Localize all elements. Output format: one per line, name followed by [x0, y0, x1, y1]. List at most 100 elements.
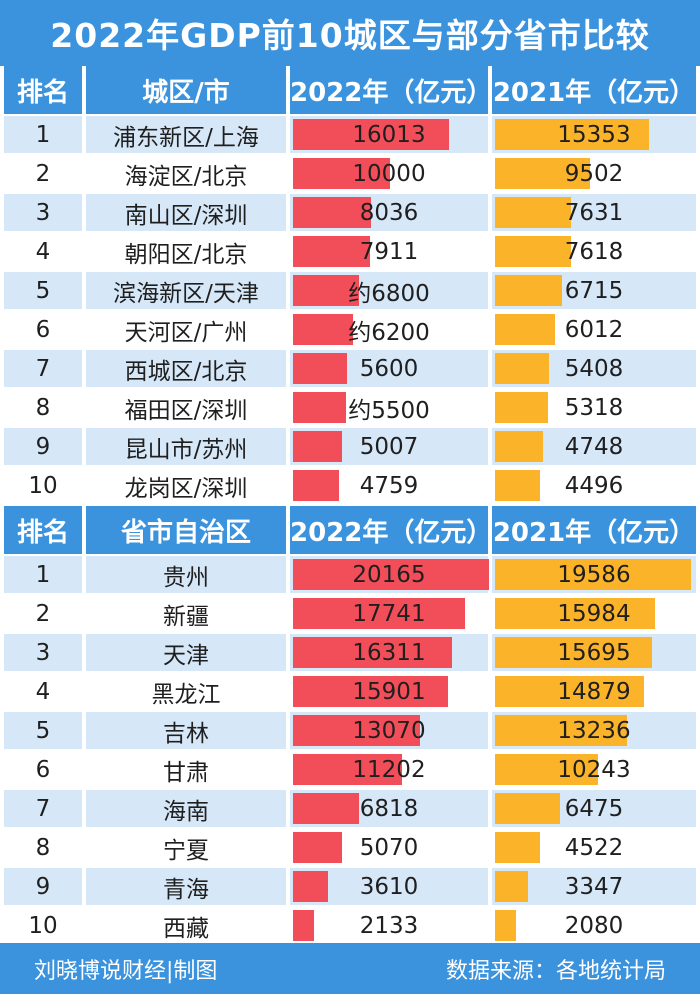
table-row: 1 贵州 20165 19586: [4, 556, 696, 593]
v2021-bar: [495, 559, 691, 590]
v2021-value: 4496: [564, 472, 624, 499]
v2022-bar: [293, 275, 359, 306]
table-row: 1 浦东新区/上海 16013 15353: [4, 116, 696, 153]
v2021-bar: [495, 236, 571, 267]
v2022-cell: 5070: [290, 829, 488, 866]
v2022-bar: [293, 793, 359, 824]
v2021-bar: [495, 754, 598, 785]
column-header-rank: 排名: [4, 506, 82, 554]
region-name-cell: 西藏: [86, 907, 286, 944]
table-row: 4 黑龙江 15901 14879: [4, 673, 696, 710]
v2022-value: 17741: [352, 600, 426, 627]
rank-cell: 8: [4, 389, 82, 426]
v2022-bar: [293, 559, 489, 590]
v2021-cell: 7631: [492, 194, 696, 231]
table-row: 3 天津 16311 15695: [4, 634, 696, 671]
v2021-bar: [495, 197, 571, 228]
rank-cell: 7: [4, 790, 82, 827]
region-name-cell: 朝阳区/北京: [86, 233, 286, 270]
v2021-cell: 7618: [492, 233, 696, 270]
v2021-value: 2080: [564, 912, 624, 939]
footer: 刘晓博说财经|制图 数据来源：各地统计局: [0, 943, 700, 994]
rank-cell: 9: [4, 428, 82, 465]
v2022-bar: [293, 236, 370, 267]
v2021-value: 10243: [557, 756, 631, 783]
v2021-cell: 15695: [492, 634, 696, 671]
table-row: 9 昆山市/苏州 5007 4748: [4, 428, 696, 465]
rank-cell: 1: [4, 116, 82, 153]
v2021-cell: 3347: [492, 868, 696, 905]
v2022-value: 5007: [359, 433, 419, 460]
v2022-cell: 16013: [290, 116, 488, 153]
v2022-bar: [293, 119, 449, 150]
v2022-value: 5600: [359, 355, 419, 382]
rank-cell: 5: [4, 272, 82, 309]
v2022-bar: [293, 197, 371, 228]
table-row: 7 西城区/北京 5600 5408: [4, 350, 696, 387]
v2022-value: 11202: [352, 756, 426, 783]
v2022-value: 7911: [359, 238, 419, 265]
region-name-cell: 南山区/深圳: [86, 194, 286, 231]
v2021-value: 15353: [557, 121, 631, 148]
v2021-bar: [495, 158, 590, 189]
v2021-value: 15695: [557, 639, 631, 666]
v2022-value: 15901: [352, 678, 426, 705]
v2022-cell: 13070: [290, 712, 488, 749]
v2021-cell: 4522: [492, 829, 696, 866]
v2021-bar: [495, 637, 652, 668]
region-name-cell: 西城区/北京: [86, 350, 286, 387]
rank-cell: 6: [4, 311, 82, 348]
rank-cell: 6: [4, 751, 82, 788]
v2022-cell: 6818: [290, 790, 488, 827]
rank-cell: 3: [4, 634, 82, 671]
v2021-bar: [495, 431, 543, 462]
v2021-value: 7631: [564, 199, 624, 226]
region-name-cell: 吉林: [86, 712, 286, 749]
region-name-cell: 天津: [86, 634, 286, 671]
v2021-value: 15984: [557, 600, 631, 627]
v2021-value: 6012: [564, 316, 624, 343]
v2021-cell: 19586: [492, 556, 696, 593]
v2021-bar: [495, 793, 560, 824]
rank-cell: 9: [4, 868, 82, 905]
v2022-cell: 17741: [290, 595, 488, 632]
rank-cell: 10: [4, 907, 82, 944]
v2021-cell: 15353: [492, 116, 696, 153]
v2022-value: 10000: [352, 160, 426, 187]
column-header-name: 城区/市: [86, 66, 286, 114]
v2022-bar: [293, 637, 452, 668]
region-name-cell: 贵州: [86, 556, 286, 593]
v2021-bar: [495, 676, 644, 707]
v2021-bar: [495, 119, 649, 150]
v2022-value: 16013: [352, 121, 426, 148]
page-title: 2022年GDP前10城区与部分省市比较: [0, 0, 700, 66]
v2021-bar: [495, 871, 528, 902]
region-name-cell: 新疆: [86, 595, 286, 632]
gdp-comparison-table: 排名 城区/市 2022年（亿元） 2021年（亿元） 1 浦东新区/上海 16013 153…: [4, 66, 696, 944]
v2021-bar: [495, 392, 548, 423]
v2022-bar: [293, 598, 465, 629]
table-row: 5 吉林 13070 13236: [4, 712, 696, 749]
v2022-value: 2133: [359, 912, 419, 939]
region-name-cell: 青海: [86, 868, 286, 905]
region-name-cell: 甘肃: [86, 751, 286, 788]
v2022-value: 13070: [352, 717, 426, 744]
v2022-bar: [293, 871, 328, 902]
v2021-bar: [495, 353, 549, 384]
v2022-cell: 2133: [290, 907, 488, 944]
v2021-cell: 10243: [492, 751, 696, 788]
v2021-cell: 4496: [492, 467, 696, 504]
region-name-cell: 海南: [86, 790, 286, 827]
v2022-value: 3610: [359, 873, 419, 900]
table-row: 3 南山区/深圳 8036 7631: [4, 194, 696, 231]
table-row: 8 福田区/深圳 约5500 5318: [4, 389, 696, 426]
rank-cell: 5: [4, 712, 82, 749]
v2022-value: 约6800: [348, 280, 430, 307]
v2022-cell: 10000: [290, 155, 488, 192]
v2022-cell: 8036: [290, 194, 488, 231]
v2022-value: 4759: [359, 472, 419, 499]
v2021-cell: 5318: [492, 389, 696, 426]
v2022-bar: [293, 754, 402, 785]
footer-credit: 刘晓博说财经|制图: [34, 958, 218, 984]
v2022-cell: 5007: [290, 428, 488, 465]
